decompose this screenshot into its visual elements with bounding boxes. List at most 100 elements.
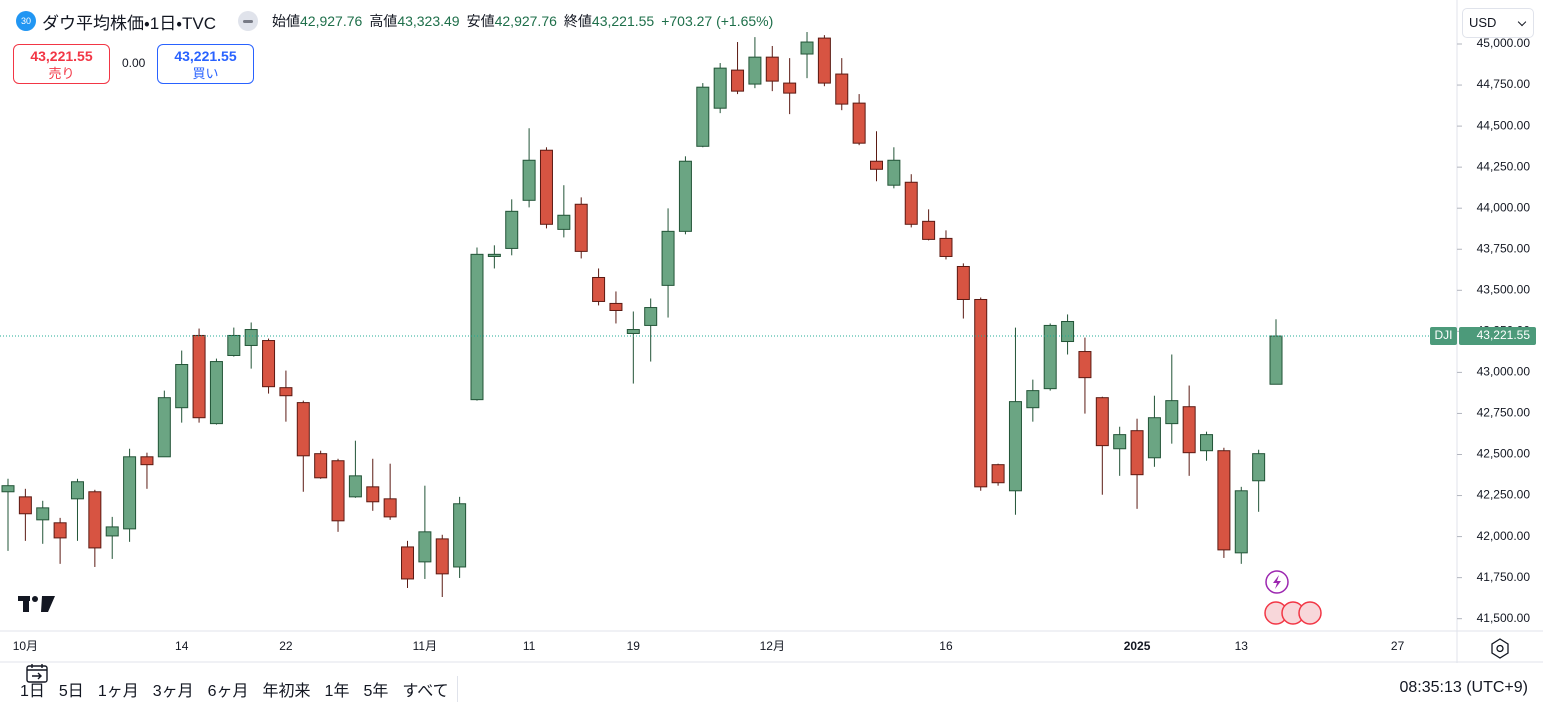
range-button[interactable]: 6ヶ月: [207, 683, 249, 700]
ohlc-value: 43,323.49: [397, 13, 460, 29]
sell-button[interactable]: 43,221.55 売り: [13, 44, 110, 84]
candle-body: [1008, 401, 1022, 492]
date-range-button[interactable]: [26, 663, 48, 683]
symbol-title: ダウ平均株価・1日・TVC: [42, 13, 217, 33]
hide-button[interactable]: [238, 11, 259, 31]
separator: [456, 676, 458, 702]
candle-body: [123, 456, 137, 530]
candle-body: [887, 159, 901, 186]
range-button[interactable]: すべて: [402, 683, 449, 700]
candle-body: [991, 464, 1005, 484]
candle-body: [1061, 320, 1075, 343]
badge: 30: [16, 11, 36, 31]
last-price-tag-bg: [1459, 327, 1536, 346]
y-tick-label: 44,750.00: [1477, 77, 1531, 91]
range-button[interactable]: 年初来: [262, 683, 311, 700]
candle-body: [1147, 417, 1161, 459]
candle-body: [904, 181, 918, 225]
y-tick-label: 41,500.00: [1477, 611, 1531, 625]
candle-body: [192, 334, 206, 419]
candle-body: [348, 475, 362, 498]
candle-body: [36, 507, 50, 521]
symbol-tag: DJI: [1435, 328, 1453, 342]
x-tick-label: 11: [523, 639, 536, 653]
candles: [1, 32, 1283, 598]
ohlc-item: 高値43,323.49: [369, 11, 459, 31]
range-button[interactable]: 3ヶ月: [152, 683, 194, 700]
candle-body: [852, 102, 866, 144]
x-tick-label: 2025: [1124, 639, 1151, 653]
y-tick-label: 42,500.00: [1477, 447, 1531, 461]
sell-label: 売り: [48, 66, 75, 81]
candle-body: [1217, 450, 1231, 551]
candle-body: [331, 460, 345, 522]
last-price-tag: 43,221.55: [1477, 328, 1531, 342]
range-button[interactable]: 5年: [363, 683, 389, 700]
candle-body: [227, 334, 241, 356]
y-tick-label: 44,250.00: [1477, 159, 1531, 173]
candle-body: [296, 402, 310, 457]
candle-body: [817, 37, 831, 84]
candle-body: [939, 237, 953, 257]
ohlc-label: 終値: [563, 13, 592, 29]
candle-body: [1130, 430, 1144, 476]
range-button[interactable]: 1日: [20, 683, 45, 700]
y-tick-label: 42,750.00: [1477, 406, 1531, 420]
candle-body: [783, 82, 797, 94]
candle-body: [1043, 324, 1057, 390]
candle-body: [18, 496, 32, 515]
legend: 30 ダウ平均株価・1日・TVC 始値42,927.76 高値43,323.49 安…: [16, 9, 773, 33]
candle-body: [401, 546, 415, 580]
candle-body: [262, 340, 276, 388]
candle-body: [453, 503, 467, 568]
chart: 41,500.00 41,750.00 42,000.00 42,250.00 42,5…: [0, 0, 1543, 663]
candle-body: [974, 298, 988, 488]
x-tick-label: 12月: [760, 639, 785, 653]
ohlc-label: 始値: [272, 13, 301, 29]
ohlc-value: 43,221.55: [591, 13, 655, 29]
candle-body: [956, 265, 970, 300]
candle-body: [539, 149, 553, 225]
candle-body: [922, 220, 936, 240]
candle-body: [661, 230, 675, 286]
symbol-tag-bg: [1430, 327, 1457, 346]
candle-body: [870, 160, 883, 170]
candle-body: [731, 69, 745, 92]
candle-body: [574, 203, 588, 252]
buy-label: 買い: [192, 66, 219, 81]
candle-body: [1095, 397, 1109, 447]
candle-body: [1113, 434, 1127, 450]
x-tick-label: 14: [175, 639, 189, 653]
candle-body: [1200, 434, 1214, 452]
settings-icon[interactable]: [1491, 638, 1509, 659]
candle-body: [626, 329, 640, 334]
range-button[interactable]: 1ヶ月: [97, 683, 139, 700]
candle-body: [1026, 390, 1040, 409]
candle-body: [157, 397, 171, 458]
candle-body: [644, 307, 658, 326]
candle-body: [209, 361, 223, 425]
toolbar: 1日 5日 1ヶ月 3ヶ月 6ヶ月 年初来 1年 5年 すべて 08:35:13 (UTC+9): [0, 663, 1543, 715]
candle-body: [557, 214, 571, 230]
ohlc-item: 始値42,927.76: [272, 11, 362, 31]
candle-body: [696, 86, 710, 147]
x-tick-label: 10月: [13, 639, 38, 653]
y-tick-label: 43,750.00: [1477, 241, 1531, 255]
currency-select[interactable]: USD: [1462, 8, 1534, 38]
clock: 08:35:13 (UTC+9): [1399, 679, 1528, 696]
x-tick-label: 13: [1235, 639, 1249, 653]
y-tick-label: 42,250.00: [1477, 488, 1531, 502]
candle-body: [1252, 453, 1266, 482]
event-markers[interactable]: [1264, 570, 1322, 625]
range-button[interactable]: 5日: [58, 683, 84, 700]
x-tick-label: 16: [939, 639, 953, 653]
candle-body: [175, 364, 189, 409]
candle-body: [244, 329, 258, 346]
y-tick-label: 45,000.00: [1477, 36, 1531, 50]
candle-body: [765, 56, 779, 82]
candle-body: [383, 498, 397, 518]
ohlc-item: 安値42,927.76: [467, 11, 557, 31]
range-button[interactable]: 1年: [324, 683, 350, 700]
buy-button[interactable]: 43,221.55 買い: [157, 44, 254, 84]
ohlc-label: 安値: [466, 13, 495, 29]
